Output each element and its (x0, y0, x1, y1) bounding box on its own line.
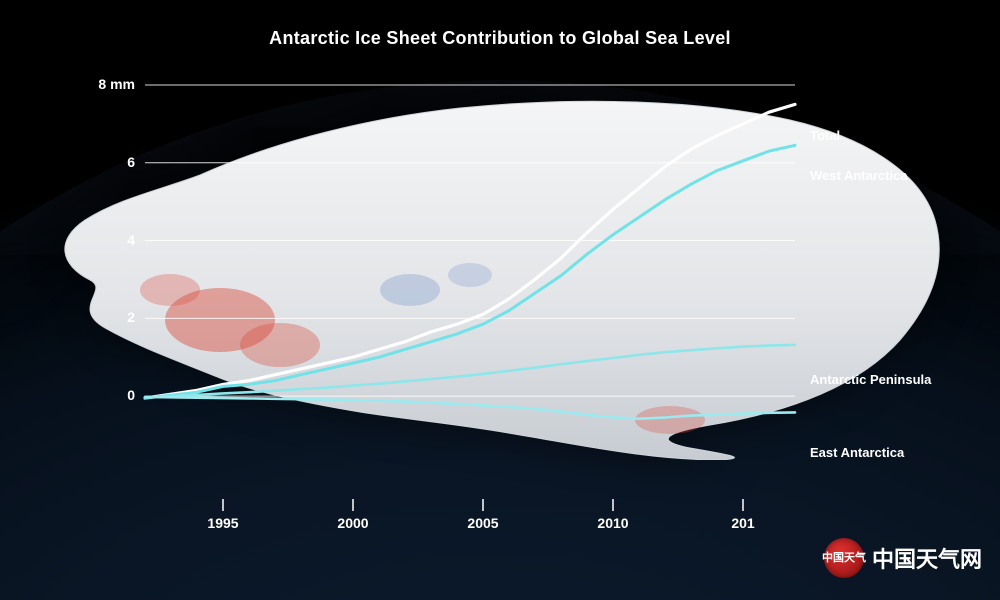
antarctica-map (50, 90, 950, 460)
x-tick-label: 1995 (193, 515, 253, 531)
y-tick-label: 8 mm (75, 76, 135, 92)
x-tick-label: 2005 (453, 515, 513, 531)
sea-level-chart (0, 0, 1000, 600)
y-tick-label: 6 (75, 154, 135, 170)
stage: Antarctic Ice Sheet Contribution to Glob… (0, 0, 1000, 600)
y-tick-label: 4 (75, 232, 135, 248)
x-tick-label: 201 (713, 515, 773, 531)
x-tick-label: 2000 (323, 515, 383, 531)
series-label-west-antarctica: West Antarctica (810, 168, 908, 183)
series-label-total: Total (810, 128, 840, 143)
chart-title: Antarctic Ice Sheet Contribution to Glob… (0, 28, 1000, 49)
series-label-east-antarctica: East Antarctica (810, 445, 904, 460)
y-tick-label: 0 (75, 387, 135, 403)
watermark-seal-icon: 中国天气 (824, 538, 864, 578)
x-tick-label: 2010 (583, 515, 643, 531)
series-label-antarctic-peninsula: Antarctic Peninsula (810, 372, 931, 387)
y-tick-label: 2 (75, 309, 135, 325)
source-watermark: 中国天气 中国天气网 (824, 538, 982, 578)
watermark-text: 中国天气网 (872, 542, 982, 574)
